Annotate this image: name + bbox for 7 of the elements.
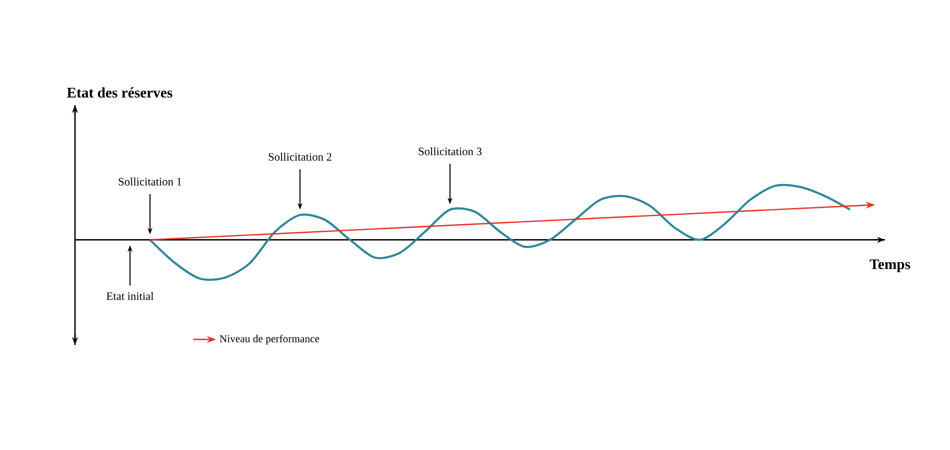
text: Sollicitation 1 [118,178,182,186]
legend-label: Niveau de performance [220,334,320,344]
x-axis-title: Temps [870,259,910,272]
chart-title: Etat des réserves [66,87,172,98]
text: Etat initial [106,292,154,300]
text: Sollicitation 2 [268,152,332,161]
text: Sollicitation 3 [418,147,482,156]
